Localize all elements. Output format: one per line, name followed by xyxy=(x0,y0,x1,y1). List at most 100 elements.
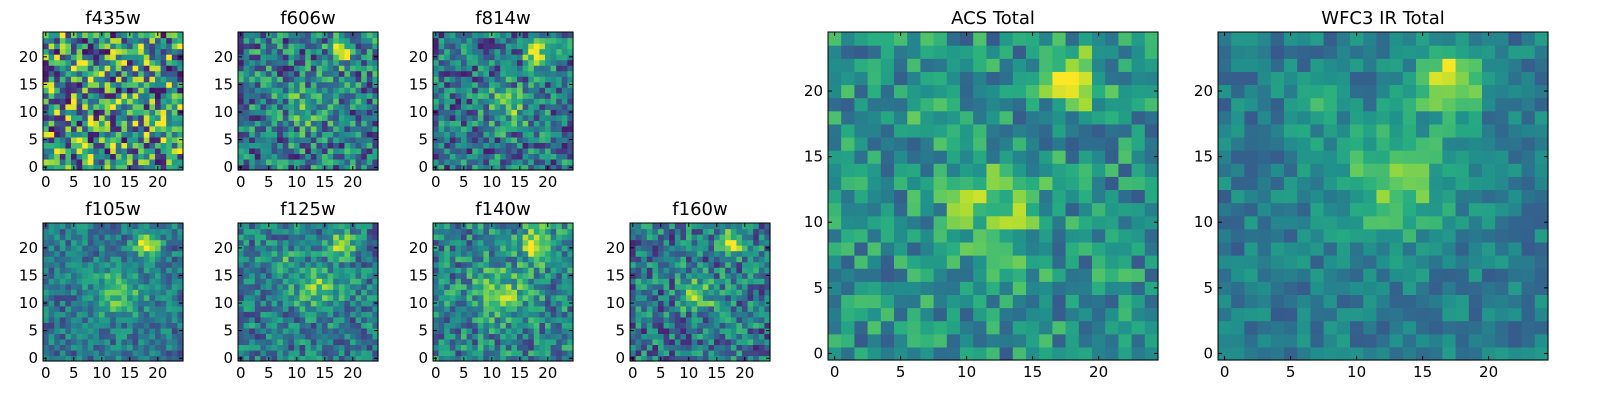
heatmap-cell xyxy=(567,87,574,94)
heatmap-cell xyxy=(177,65,184,72)
heatmap-cell xyxy=(76,136,83,143)
heatmap-cell xyxy=(669,250,676,257)
heatmap-cell xyxy=(43,250,50,257)
heatmap-cell xyxy=(104,228,111,235)
heatmap-cell xyxy=(556,294,563,301)
heatmap-cell xyxy=(758,228,765,235)
heatmap-cell xyxy=(758,338,765,346)
heatmap-cell xyxy=(177,338,184,346)
x-tick-label: 15 xyxy=(315,364,334,382)
heatmap-cell xyxy=(160,245,167,252)
heatmap-cell xyxy=(1144,268,1159,282)
heatmap-cell xyxy=(355,120,362,127)
heatmap-cell xyxy=(54,125,61,132)
heatmap-cell xyxy=(366,256,373,263)
heatmap-cell xyxy=(82,256,89,263)
heatmap-cell xyxy=(138,327,145,334)
heatmap-cell xyxy=(305,272,312,279)
heatmap-cell xyxy=(438,272,445,279)
heatmap-cell xyxy=(266,131,273,138)
heatmap-cell xyxy=(366,349,373,357)
heatmap-cell xyxy=(973,294,987,309)
heatmap-cell xyxy=(674,349,681,357)
heatmap-cell xyxy=(494,54,501,61)
heatmap-cell xyxy=(517,234,524,241)
heatmap-cell xyxy=(254,250,261,257)
heatmap-cell xyxy=(528,54,535,61)
heatmap-cell xyxy=(333,278,340,285)
heatmap-cell xyxy=(567,147,574,155)
heatmap-cell xyxy=(121,355,128,362)
heatmap-cell xyxy=(333,294,340,301)
heatmap-cell xyxy=(449,294,456,301)
heatmap-cell xyxy=(149,142,156,149)
x-tick-label: 20 xyxy=(538,364,557,382)
heatmap-cell xyxy=(266,305,273,312)
heatmap-cell xyxy=(635,256,642,263)
heatmap-cell xyxy=(494,114,501,121)
heatmap-cell xyxy=(652,261,659,268)
heatmap-cell xyxy=(288,147,295,155)
heatmap-cell xyxy=(1144,163,1159,177)
heatmap-cell xyxy=(522,54,529,61)
heatmap-cell xyxy=(1078,346,1093,361)
heatmap-cell xyxy=(433,76,440,83)
heatmap-cell xyxy=(517,261,524,268)
heatmap-cell xyxy=(522,65,529,72)
heatmap-cell xyxy=(489,333,496,340)
heatmap-cell xyxy=(76,164,83,171)
heatmap-cell xyxy=(344,37,351,44)
heatmap-cell xyxy=(477,234,484,241)
heatmap-cell xyxy=(714,283,721,290)
heatmap-cell xyxy=(43,311,50,318)
heatmap-cell xyxy=(920,202,935,217)
heatmap-cell xyxy=(282,283,289,290)
heatmap-cell xyxy=(132,76,139,83)
heatmap-cell xyxy=(438,158,445,166)
heatmap-cell xyxy=(753,349,760,357)
heatmap-cell xyxy=(249,120,256,127)
heatmap-cell xyxy=(82,355,89,362)
heatmap-cell xyxy=(960,281,974,295)
heatmap-cell xyxy=(99,136,106,143)
heatmap-cell xyxy=(305,327,312,334)
heatmap-cell xyxy=(758,278,765,285)
heatmap-cell xyxy=(271,54,278,61)
heatmap-cell xyxy=(500,289,507,296)
heatmap-cell xyxy=(730,283,737,290)
heatmap-cell xyxy=(59,267,66,274)
heatmap-cell xyxy=(260,125,267,132)
heatmap-cell xyxy=(477,136,484,143)
heatmap-cell xyxy=(266,294,273,301)
heatmap-cell xyxy=(87,32,94,39)
heatmap-cell xyxy=(1144,176,1159,191)
heatmap-cell xyxy=(933,307,948,322)
heatmap-cell xyxy=(249,87,256,94)
heatmap-cell xyxy=(54,239,61,246)
heatmap-cell xyxy=(500,234,507,241)
heatmap-cell xyxy=(355,98,362,105)
heatmap-cell xyxy=(266,283,273,290)
heatmap-cell xyxy=(472,333,479,340)
heatmap-cell xyxy=(1078,176,1093,191)
heatmap-cell xyxy=(155,333,162,340)
heatmap-cell xyxy=(663,344,670,351)
heatmap-cell xyxy=(127,333,134,340)
heatmap-cell xyxy=(254,98,261,105)
heatmap-cell xyxy=(166,245,173,252)
heatmap-cell xyxy=(121,228,128,235)
heatmap-cell xyxy=(310,136,317,143)
heatmap-cell xyxy=(99,54,106,61)
heatmap-cell xyxy=(266,239,273,246)
heatmap-cell xyxy=(1065,202,1080,217)
heatmap-cell xyxy=(243,267,250,274)
heatmap-cell xyxy=(686,289,693,296)
heatmap-cell xyxy=(177,250,184,257)
heatmap-cell xyxy=(669,311,676,318)
heatmap-cell xyxy=(160,109,167,116)
heatmap-cell xyxy=(533,43,540,50)
heatmap-cell xyxy=(539,245,546,252)
heatmap-cell xyxy=(310,147,317,155)
heatmap-cell xyxy=(127,109,134,116)
heatmap-cell xyxy=(87,223,94,230)
